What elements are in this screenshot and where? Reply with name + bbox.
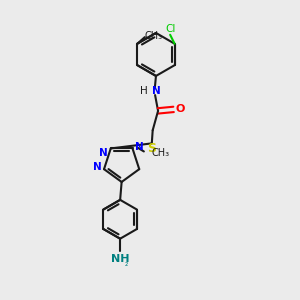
Text: N: N [135, 142, 143, 152]
Text: Cl: Cl [165, 24, 175, 34]
Text: N: N [152, 86, 160, 97]
Text: N: N [93, 162, 102, 172]
Text: N: N [98, 148, 107, 158]
Text: S: S [147, 142, 156, 155]
Text: CH₃: CH₃ [151, 148, 169, 158]
Text: NH: NH [111, 254, 129, 264]
Text: ₂: ₂ [125, 259, 128, 268]
Text: CH₃: CH₃ [144, 31, 162, 40]
Text: O: O [176, 104, 185, 114]
Text: H: H [140, 86, 148, 97]
